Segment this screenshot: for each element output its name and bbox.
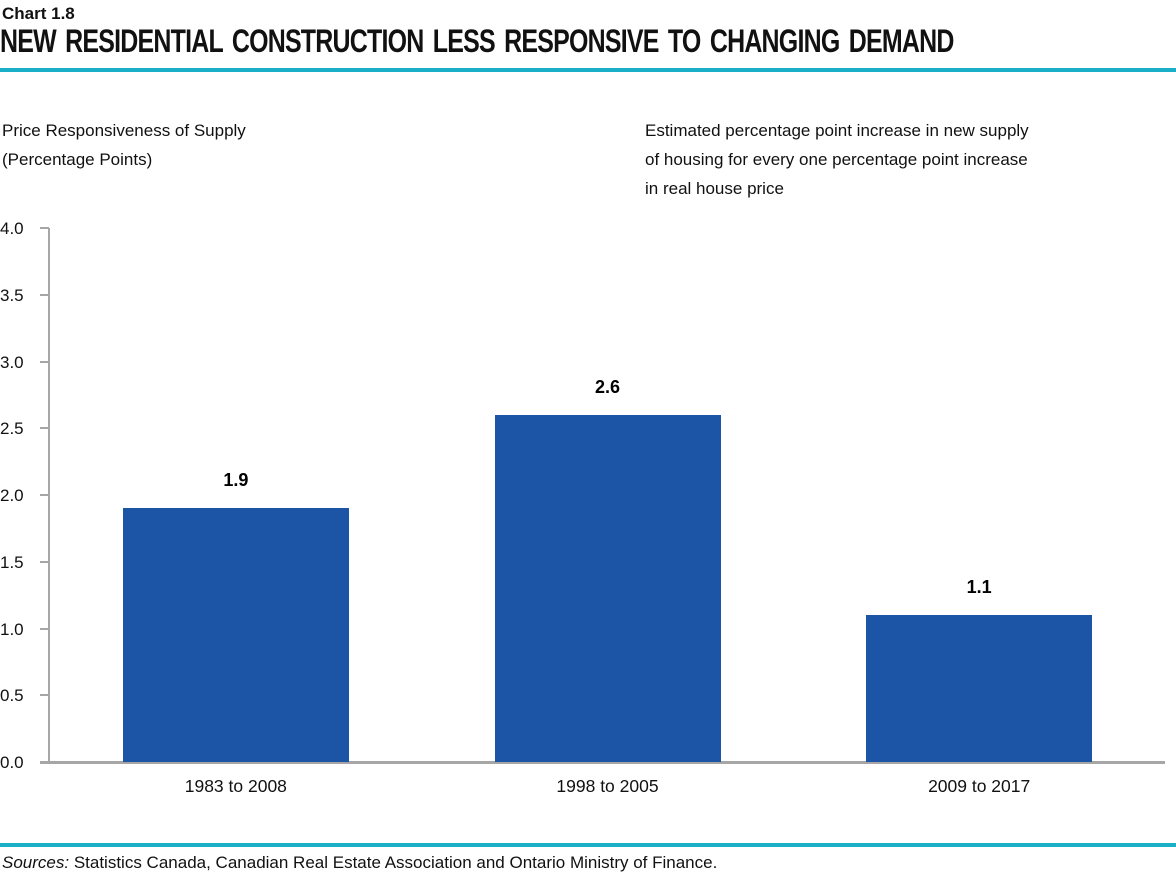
bar-value-label: 2.6 <box>594 376 621 397</box>
source-text: Statistics Canada, Canadian Real Estate … <box>69 853 718 872</box>
y-axis-tick-label: 2.5 <box>0 419 24 439</box>
y-axis-tick <box>40 427 49 430</box>
bar-series-2 <box>866 615 1093 762</box>
y-axis-tick <box>40 494 49 496</box>
footer-accent-rule <box>0 843 1176 847</box>
chart-note: Estimated percentage point increase in n… <box>645 116 1115 203</box>
bar-value-label: 1.1 <box>966 577 992 598</box>
page-title: NEW RESIDENTIAL CONSTRUCTION LESS RESPON… <box>0 23 954 59</box>
bar-series-1 <box>494 414 721 762</box>
y-axis-tick-label: 2.0 <box>0 486 24 505</box>
chart-note-line1: Estimated percentage point increase in n… <box>645 121 1029 140</box>
y-axis-tick <box>40 694 49 697</box>
x-axis-category-label: 1998 to 2005 <box>556 776 659 796</box>
bar-value-label: 1.9 <box>223 470 249 491</box>
source-label: Sources: <box>2 853 70 872</box>
y-axis-tick-label: 4.0 <box>0 219 24 238</box>
y-axis-tick-label: 3.0 <box>0 352 24 372</box>
y-axis-tick-label: 0.5 <box>0 686 24 706</box>
y-axis-description: Price Responsiveness of Supply (Percenta… <box>2 116 246 174</box>
y-axis-tick-label: 1.5 <box>0 552 24 572</box>
x-axis-line <box>40 761 1165 764</box>
y-axis-tick-label: 1.0 <box>0 619 24 639</box>
chart-note-line3: in real house price <box>645 179 784 198</box>
y-axis-tick <box>40 293 49 296</box>
chart-note-line2: of housing for every one percentage poin… <box>645 150 1028 169</box>
y-axis-line <box>48 228 50 762</box>
y-axis-tick <box>40 627 49 630</box>
x-axis-category-label: 1983 to 2008 <box>184 776 287 796</box>
bar-series-0 <box>122 508 349 762</box>
source-note: Sources: Statistics Canada, Canadian Rea… <box>2 853 717 873</box>
y-axis-tick <box>40 227 49 229</box>
y-axis-description-line1: Price Responsiveness of Supply <box>2 121 246 140</box>
y-axis-tick <box>40 560 49 563</box>
y-axis-tick-label: 3.5 <box>0 285 24 305</box>
y-axis-tick <box>40 360 49 363</box>
title-accent-rule <box>0 68 1176 72</box>
x-axis-category-label: 2009 to 2017 <box>928 776 1031 796</box>
y-axis-description-line2: (Percentage Points) <box>2 150 153 169</box>
chart-number: Chart 1.8 <box>2 4 75 23</box>
y-axis-tick-label: 0.0 <box>0 753 24 772</box>
